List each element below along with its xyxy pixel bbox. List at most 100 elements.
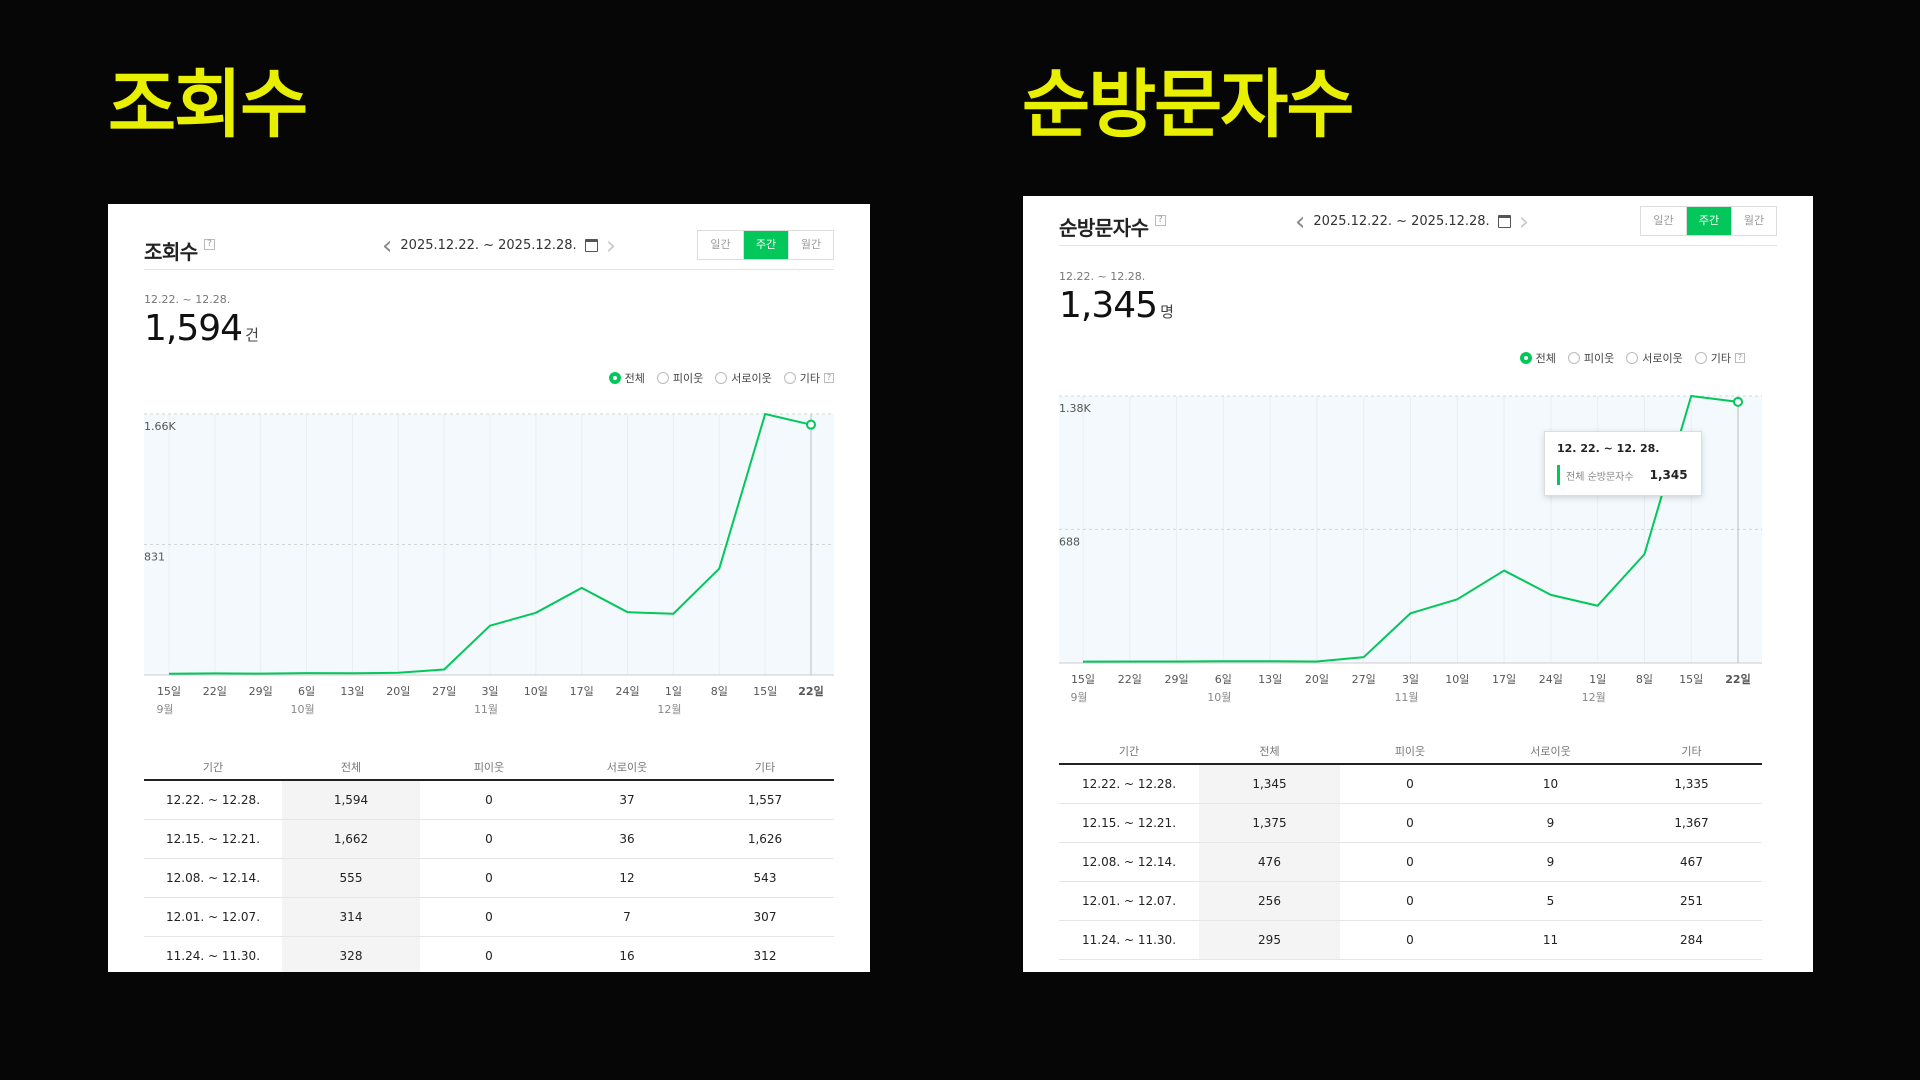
- legend-mutual-neighbor[interactable]: 서로이웃: [1626, 350, 1683, 366]
- next-arrow-icon[interactable]: ›: [1518, 206, 1530, 237]
- help-icon[interactable]: ?: [1735, 353, 1745, 363]
- table-header-row: 기간 전체 피이웃 서로이웃 기타: [1059, 738, 1762, 765]
- table-cell: 555: [282, 858, 420, 898]
- table-cell: 1,557: [696, 780, 834, 820]
- table-cell: 1,345: [1199, 764, 1340, 804]
- x-tick-label: 22일: [1118, 672, 1142, 686]
- column-header: 기간: [1059, 738, 1199, 765]
- segment-monthly[interactable]: 월간: [1731, 207, 1776, 235]
- legend: 전체 피이웃 서로이웃 기타?: [1519, 350, 1745, 366]
- summary-total: 1,345 명: [1059, 285, 1174, 326]
- segment-daily[interactable]: 일간: [1641, 207, 1686, 235]
- panel-title: 순방문자수?: [1059, 212, 1166, 241]
- table-cell: 12.01. ~ 12.07.: [1059, 881, 1199, 921]
- radio-icon: [715, 372, 728, 384]
- legend-all[interactable]: 전체: [1519, 350, 1556, 366]
- column-header: 피이웃: [420, 754, 558, 781]
- table-cell: 0: [420, 819, 558, 859]
- x-month-label: 12월: [657, 703, 681, 716]
- table-cell: 543: [696, 858, 834, 898]
- x-tick-label: 13일: [340, 684, 364, 698]
- x-month-label: 11월: [1394, 691, 1418, 704]
- table-cell: 0: [1340, 920, 1480, 960]
- visitors-chart: 688 1.38K 15일 22일 29일 6일 13일 20일 27일 3일 10일 17일 24일 1…: [1059, 395, 1762, 704]
- views-table: 기간 전체 피이웃 서로이웃 기타 12.22. ~ 12.28. 1,594 0 37 1,5…: [144, 754, 834, 972]
- help-icon[interactable]: ?: [1154, 215, 1166, 226]
- tooltip-value: 1,345: [1649, 468, 1688, 482]
- tooltip-range: 12. 22. ~ 12. 28.: [1557, 442, 1660, 455]
- x-tick-label: 8일: [711, 684, 728, 698]
- help-icon[interactable]: ?: [203, 239, 215, 250]
- radio-icon: [1694, 352, 1707, 364]
- x-tick-label: 27일: [432, 684, 456, 698]
- y-tick-label: 1.38K: [1059, 402, 1091, 415]
- prev-arrow-icon[interactable]: ‹: [1295, 206, 1306, 237]
- table-cell: 11.24. ~ 11.30.: [144, 936, 282, 972]
- x-tick-label: 13일: [1258, 672, 1282, 686]
- next-arrow-icon[interactable]: ›: [605, 230, 617, 261]
- x-tick-label: 6일: [298, 684, 315, 698]
- legend-other[interactable]: 기타?: [1694, 350, 1745, 366]
- prev-arrow-icon[interactable]: ‹: [382, 230, 393, 261]
- column-header: 기타: [1621, 738, 1762, 765]
- panel-title: 조회수?: [144, 236, 215, 265]
- table-cell: 295: [1199, 920, 1340, 960]
- chart-tooltip: 12. 22. ~ 12. 28. 전체 순방문자수 1,345: [1544, 431, 1702, 496]
- calendar-icon[interactable]: [584, 239, 598, 252]
- table-cell: 256: [1199, 881, 1340, 921]
- table-row: 11.24. ~ 11.30. 328 0 16 312: [144, 936, 834, 972]
- legend: 전체 피이웃 서로이웃 기타?: [608, 370, 834, 386]
- period-toggle: 일간 주간 월간: [697, 230, 834, 260]
- series-line: [168, 413, 812, 675]
- date-navigator: ‹ 2025.12.22. ~ 2025.12.28. ›: [1295, 206, 1530, 237]
- data-point: [1733, 396, 1743, 407]
- legend-mutual-neighbor[interactable]: 서로이웃: [715, 370, 772, 386]
- x-tick-label: 29일: [1165, 672, 1189, 686]
- table-cell: 9: [1480, 803, 1621, 843]
- table-cell: 1,626: [696, 819, 834, 859]
- segment-weekly[interactable]: 주간: [743, 231, 788, 259]
- x-tick-label: 8일: [1636, 672, 1653, 686]
- table-cell: 467: [1621, 842, 1762, 882]
- legend-all[interactable]: 전체: [608, 370, 645, 386]
- x-tick-label: 22일: [798, 684, 823, 698]
- x-tick-label: 22일: [1725, 672, 1750, 686]
- table-cell: 307: [696, 897, 834, 937]
- table-cell: 12.08. ~ 12.14.: [1059, 842, 1199, 882]
- table-cell: 0: [1340, 842, 1480, 882]
- table-cell: 36: [558, 819, 696, 859]
- x-tick-label: 20일: [1305, 672, 1329, 686]
- period-toggle: 일간 주간 월간: [1640, 206, 1777, 236]
- table-cell: 12.22. ~ 12.28.: [144, 780, 282, 820]
- x-tick-label: 24일: [1539, 672, 1563, 686]
- x-tick-label: 15일: [157, 684, 181, 698]
- x-month-label: 10월: [291, 703, 315, 716]
- radio-icon: [656, 372, 669, 384]
- x-tick-label: 3일: [481, 684, 498, 698]
- help-icon[interactable]: ?: [824, 373, 834, 383]
- x-tick-label: 1일: [1589, 672, 1606, 686]
- segment-daily[interactable]: 일간: [698, 231, 743, 259]
- x-tick-label: 10일: [524, 684, 548, 698]
- table-cell: 9: [1480, 842, 1621, 882]
- table-cell: 328: [282, 936, 420, 972]
- x-tick-label: 15일: [1679, 672, 1703, 686]
- column-header: 전체: [282, 754, 420, 781]
- x-month-label: 9월: [156, 703, 173, 716]
- legend-neighbor[interactable]: 피이웃: [656, 370, 703, 386]
- segment-monthly[interactable]: 월간: [788, 231, 833, 259]
- legend-other[interactable]: 기타?: [783, 370, 834, 386]
- table-row: 12.15. ~ 12.21. 1,662 0 36 1,626: [144, 819, 834, 859]
- table-cell: 0: [420, 780, 558, 820]
- table-cell: 12.22. ~ 12.28.: [1059, 764, 1199, 804]
- segment-weekly[interactable]: 주간: [1686, 207, 1731, 235]
- legend-neighbor[interactable]: 피이웃: [1567, 350, 1614, 366]
- views-chart: 831 1.66K 15일 22일 29일 6일 13일 20일 27일 3일 10일 17일 24일 1…: [144, 413, 834, 716]
- calendar-icon[interactable]: [1497, 215, 1511, 228]
- table-cell: 0: [420, 858, 558, 898]
- headline-visitors: 순방문자수: [1022, 62, 1354, 148]
- data-point: [806, 419, 816, 430]
- radio-icon: [608, 372, 621, 384]
- x-tick-label: 15일: [753, 684, 777, 698]
- y-tick-label: 1.66K: [144, 420, 176, 433]
